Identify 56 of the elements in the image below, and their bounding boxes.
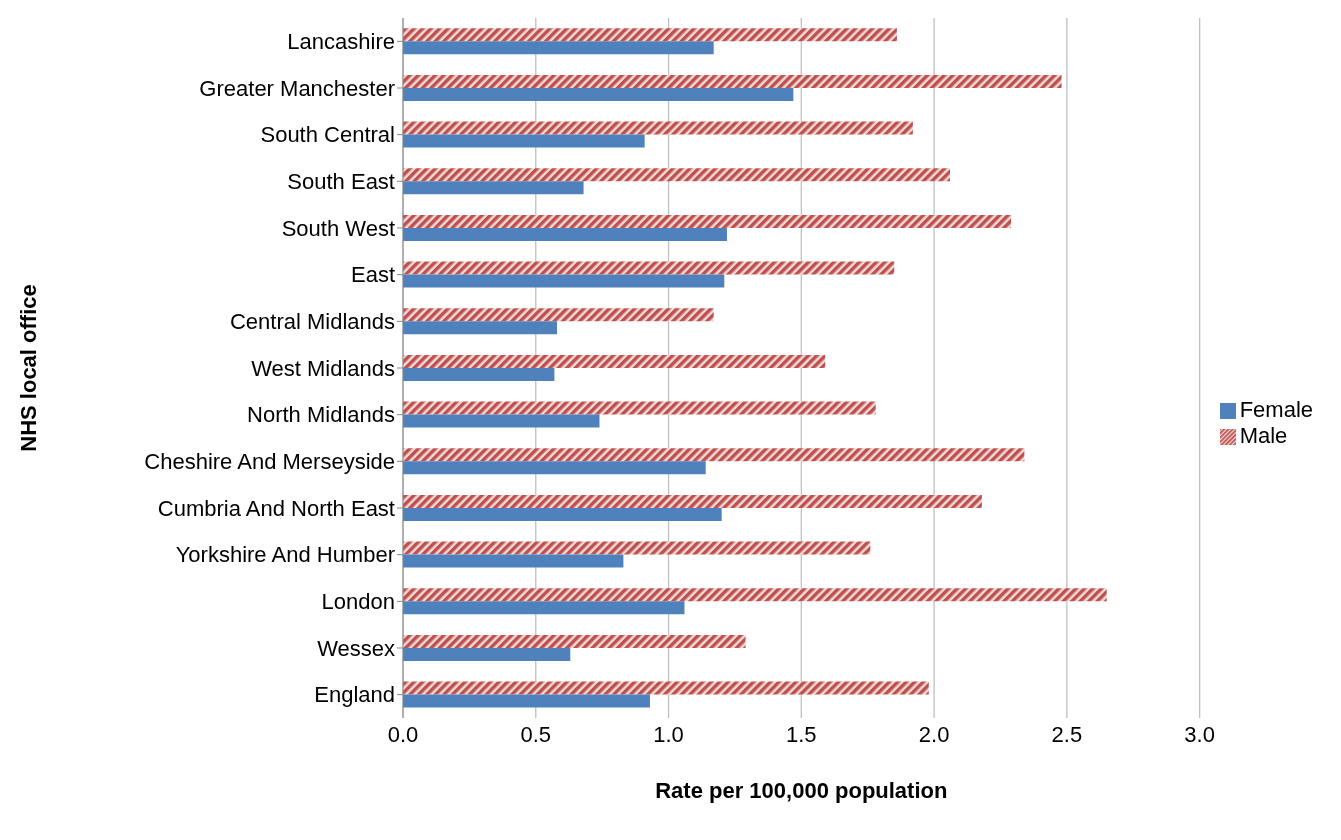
x-tick-label: 1.5 [786,721,817,747]
x-tick-label: 0.0 [387,721,419,747]
y-tick-label: England [314,682,395,708]
y-tick-label: Wessex [317,635,395,661]
y-tick-label: West Midlands [251,355,395,381]
bar [403,681,929,695]
bar [403,134,645,148]
bar [403,601,685,615]
y-tick-label: Yorkshire And Humber [175,542,395,568]
x-tick-label: 2.5 [1051,721,1083,747]
y-tick-label: South East [287,169,395,195]
y-tick-label: East [350,262,395,288]
bar [403,28,897,42]
y-axis-title: NHS local office [15,284,41,452]
bar [403,588,1107,602]
bar [403,507,722,521]
y-tick-label: South Central [260,122,395,148]
y-tick-label: Cumbria And North East [157,495,395,521]
bar [403,414,600,428]
bar [403,181,584,195]
legend-label: Male [1239,423,1288,448]
bar [403,354,826,368]
bar [403,448,1025,462]
bar [403,647,571,661]
bar [403,227,727,241]
bar [403,367,555,381]
x-axis-title: Rate per 100,000 population [655,778,948,803]
bar [403,321,558,335]
y-tick-label: South West [281,215,395,241]
bar [403,694,650,708]
x-tick-label: 0.5 [520,721,552,747]
bar [403,401,876,415]
bar [403,121,913,135]
bar [403,634,746,648]
x-tick-label: 3.0 [1184,721,1215,747]
y-tick-label: North Midlands [247,402,395,428]
bar [403,261,895,275]
y-tick-label: London [321,589,395,615]
x-tick-label: 2.0 [918,721,950,747]
bar [403,168,951,182]
bar [403,308,714,322]
bar [403,74,1062,88]
bar [403,541,871,555]
y-tick-label: Lancashire [287,29,395,55]
bar [403,461,706,475]
bar [403,41,714,55]
bar [403,87,794,101]
y-tick-label: Greater Manchester [199,75,395,101]
bar [403,274,725,288]
legend-label: Female [1239,397,1313,422]
bar [403,554,624,568]
bar [403,494,982,508]
y-tick-label: Cheshire And Merseyside [144,449,395,475]
bar [403,214,1012,228]
y-tick-label: Central Midlands [229,309,395,335]
x-tick-label: 1.0 [653,721,684,747]
